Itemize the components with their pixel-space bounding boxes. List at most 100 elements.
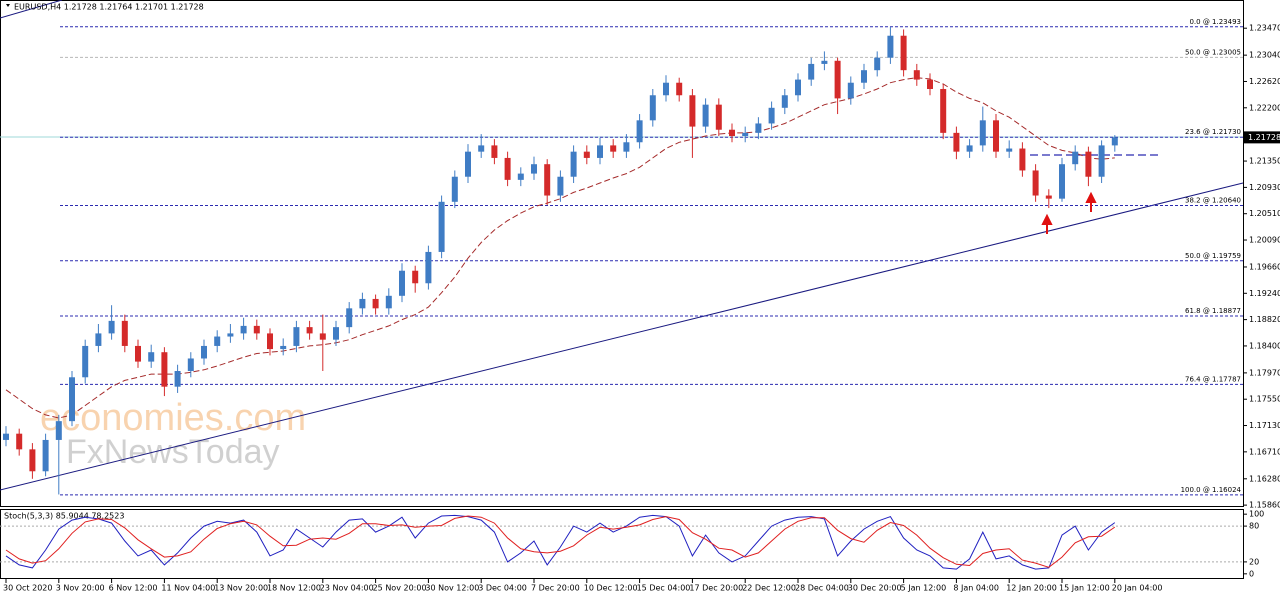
x-tick-label: 7 Dec 20:00 (531, 584, 580, 593)
stoch-tick-label: 20 (1249, 557, 1259, 566)
fib-label: 23.6 @ 1.21730 (1185, 128, 1241, 136)
x-tick-label: 6 Nov 12:00 (109, 584, 158, 593)
stoch-line (5, 514, 1116, 570)
x-tick-label: 8 Jan 04:00 (953, 584, 999, 593)
stoch-line (5, 515, 1116, 568)
fib-label: 0.0 @ 1.23493 (1189, 18, 1241, 26)
stoch-tick-label: 0 (1249, 569, 1254, 578)
candle-body (663, 82, 669, 96)
x-tick-label: 18 Nov 12:00 (267, 584, 321, 593)
candle-body (676, 82, 683, 96)
x-tick-label: 25 Nov 20:00 (373, 584, 427, 593)
candle-body (597, 145, 603, 158)
candle-body (187, 358, 194, 372)
candle-body (161, 352, 168, 387)
candle-body (649, 95, 656, 121)
stoch-tick-label: 80 (1249, 522, 1259, 531)
x-tick-label: 17 Dec 20:00 (689, 584, 743, 593)
candle-body (768, 107, 775, 124)
x-tick-label: 3 Nov 20:00 (56, 584, 105, 593)
arrow (1041, 213, 1053, 234)
candle-body (808, 63, 815, 80)
candle-body (201, 345, 207, 359)
x-tick-label: 20 Jan 04:00 (1112, 584, 1163, 593)
y-tick-label: 1.19660 (1249, 262, 1280, 271)
menu-icon (6, 4, 10, 7)
candle-body (135, 345, 141, 362)
candle-body (1032, 170, 1039, 196)
candle-body (993, 120, 999, 152)
candle-body (214, 336, 221, 346)
trend-line (0, 0, 63, 19)
candle-body (16, 433, 23, 450)
candle-body (333, 327, 339, 340)
y-tick-label: 1.18400 (1249, 341, 1280, 350)
x-tick-label: 13 Nov 20:00 (214, 584, 268, 593)
y-tick-label: 1.23040 (1249, 51, 1280, 60)
candle-body (174, 371, 181, 387)
candle-body (253, 325, 260, 334)
y-tick-label: 1.17970 (1249, 368, 1280, 377)
candle-body (531, 164, 537, 174)
main-panel (0, 0, 1244, 507)
candle-body (1045, 195, 1052, 199)
candle-body (702, 104, 709, 127)
y-tick-label: 1.20930 (1249, 183, 1280, 192)
candle-body (729, 129, 735, 136)
candle-body (887, 35, 894, 58)
candle-body (227, 333, 234, 337)
x-tick-label: 12 Jan 20:00 (1006, 584, 1057, 593)
candle-body (346, 308, 353, 328)
candle-body (280, 345, 287, 350)
candle-body (781, 95, 788, 108)
candle-body (359, 298, 366, 309)
y-tick-label: 1.23470 (1249, 24, 1280, 33)
candle-body (1111, 137, 1118, 146)
fib-label: 38.2 @ 1.20640 (1185, 197, 1241, 205)
candle-body (293, 327, 300, 346)
candle-body (451, 176, 458, 202)
candle-body (267, 333, 273, 350)
x-tick-label: 3 Dec 04:00 (478, 584, 527, 593)
x-tick-label: 10 Dec 12:00 (584, 584, 638, 593)
candle-body (504, 157, 511, 180)
candle-body (1098, 145, 1105, 177)
candle-body (900, 35, 907, 71)
y-tick-label: 1.16280 (1249, 474, 1280, 483)
candle-body (1006, 148, 1013, 152)
candle-body (121, 320, 128, 346)
y-tick-label: 1.22620 (1249, 77, 1280, 86)
candle-body (821, 60, 828, 64)
candle-body (847, 82, 854, 99)
arrow (1085, 191, 1097, 212)
candle-body (491, 145, 498, 158)
candle-body (1019, 148, 1026, 171)
candle-body (953, 132, 960, 152)
candle-body (570, 151, 577, 177)
candle-body (385, 295, 392, 309)
y-tick-label: 1.17130 (1249, 421, 1280, 430)
y-tick-label: 1.18820 (1249, 315, 1280, 324)
y-tick-label: 1.21350 (1249, 157, 1280, 166)
candle-body (715, 104, 722, 130)
candle-body (438, 201, 445, 252)
candle-body (319, 333, 326, 340)
x-tick-label: 15 Dec 04:00 (637, 584, 691, 593)
candle-body (425, 251, 432, 284)
x-tick-label: 23 Nov 04:00 (320, 584, 374, 593)
y-tick-label: 1.22200 (1249, 103, 1280, 112)
x-tick-label: 30 Nov 12:00 (425, 584, 479, 593)
stoch-title: Stoch(5,3,3) 85.9044 78.2523 (4, 512, 124, 521)
x-tick-label: 11 Nov 04:00 (161, 584, 215, 593)
candle-body (412, 270, 419, 284)
candle-body (874, 57, 881, 71)
candle-body (42, 439, 49, 472)
candle-body (979, 120, 986, 146)
candle-body (689, 95, 696, 127)
candle-body (610, 145, 617, 152)
candle-body (861, 70, 867, 83)
trend-line (0, 182, 1244, 491)
